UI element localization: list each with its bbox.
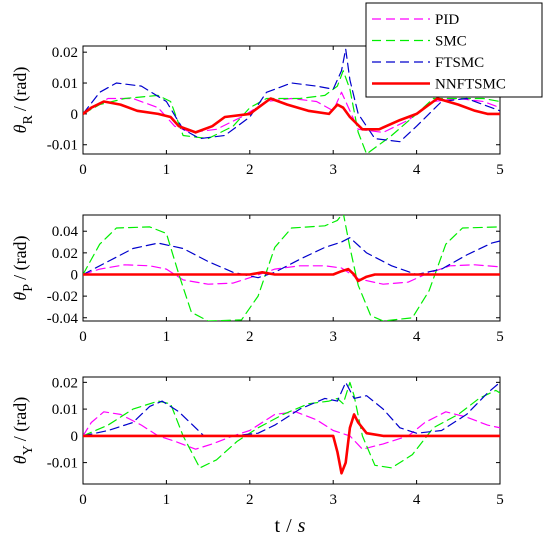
subplot-P: 0 1 2 3 4 5 -0.04 -0.02 0 0.02 0.04 θP/ (rad)	[10, 214, 504, 345]
x-tick-label: 1	[163, 492, 171, 508]
legend-label-smc: SMC	[435, 34, 467, 50]
subplot-Y: 0 1 2 3 4 5 -0.01 0 0.01 0.02 θY/ (rad)	[10, 375, 504, 508]
y-tick-label: 0.02	[52, 246, 78, 262]
x-tick-label: 3	[329, 162, 337, 178]
x-axis-label: t / s	[275, 515, 306, 537]
x-tick-label: 0	[79, 492, 87, 508]
series-line-nnftsmc	[83, 267, 500, 283]
series-line-smc	[83, 70, 500, 154]
x-tick-label: 3	[329, 329, 337, 345]
x-tick-label: 4	[413, 329, 421, 345]
x-tick-label: 5	[496, 492, 504, 508]
y-tick-label: -0.01	[47, 456, 78, 472]
series-line-smc	[83, 381, 500, 469]
series-line-nnftsmc	[83, 413, 500, 475]
series-line-ftsmc	[83, 237, 500, 279]
y-axis-label: θY/ (rad)	[10, 397, 36, 464]
y-tick-label: 0	[71, 267, 79, 283]
legend-label-pid: PID	[435, 12, 459, 28]
series-line-nnftsmc	[83, 97, 500, 134]
axes-box	[82, 376, 501, 485]
x-tick-label: 5	[496, 162, 504, 178]
y-axis-label: θP/ (rad)	[10, 235, 36, 300]
y-tick-label: -0.01	[47, 138, 78, 154]
y-tick-label: -0.04	[47, 311, 79, 327]
axes-box	[82, 214, 501, 322]
y-axis-label: θR/ (rad)	[10, 67, 36, 134]
x-tick-label: 4	[413, 492, 421, 508]
x-tick-label: 2	[246, 329, 254, 345]
x-tick-label: 2	[246, 492, 254, 508]
y-tick-label: 0.04	[52, 224, 79, 240]
axes-box	[82, 45, 501, 155]
y-tick-label: -0.02	[47, 289, 78, 305]
x-tick-label: 4	[413, 162, 421, 178]
legend-label-nnftsmc: NNFTSMC	[435, 77, 506, 93]
x-tick-label: 1	[163, 329, 171, 345]
x-tick-label: 0	[79, 162, 87, 178]
y-tick-label: 0.02	[52, 375, 78, 391]
series-line-ftsmc	[83, 381, 500, 437]
legend-label-ftsmc: FTSMC	[435, 55, 484, 71]
x-tick-label: 3	[329, 492, 337, 508]
y-tick-label: 0.02	[52, 45, 78, 61]
legend: PID SMC FTSMC NNFTSMC	[365, 2, 543, 98]
y-tick-label: 0	[71, 429, 79, 445]
series-line-ftsmc	[83, 48, 500, 143]
legend-box	[365, 2, 543, 98]
series-line-smc	[83, 215, 500, 321]
x-tick-label: 2	[246, 162, 254, 178]
x-tick-label: 1	[163, 162, 171, 178]
x-tick-label: 0	[79, 329, 87, 345]
x-tick-label: 5	[496, 329, 504, 345]
y-tick-label: 0.01	[52, 76, 78, 92]
y-tick-label: 0.01	[52, 402, 78, 418]
y-tick-label: 0	[71, 107, 79, 123]
